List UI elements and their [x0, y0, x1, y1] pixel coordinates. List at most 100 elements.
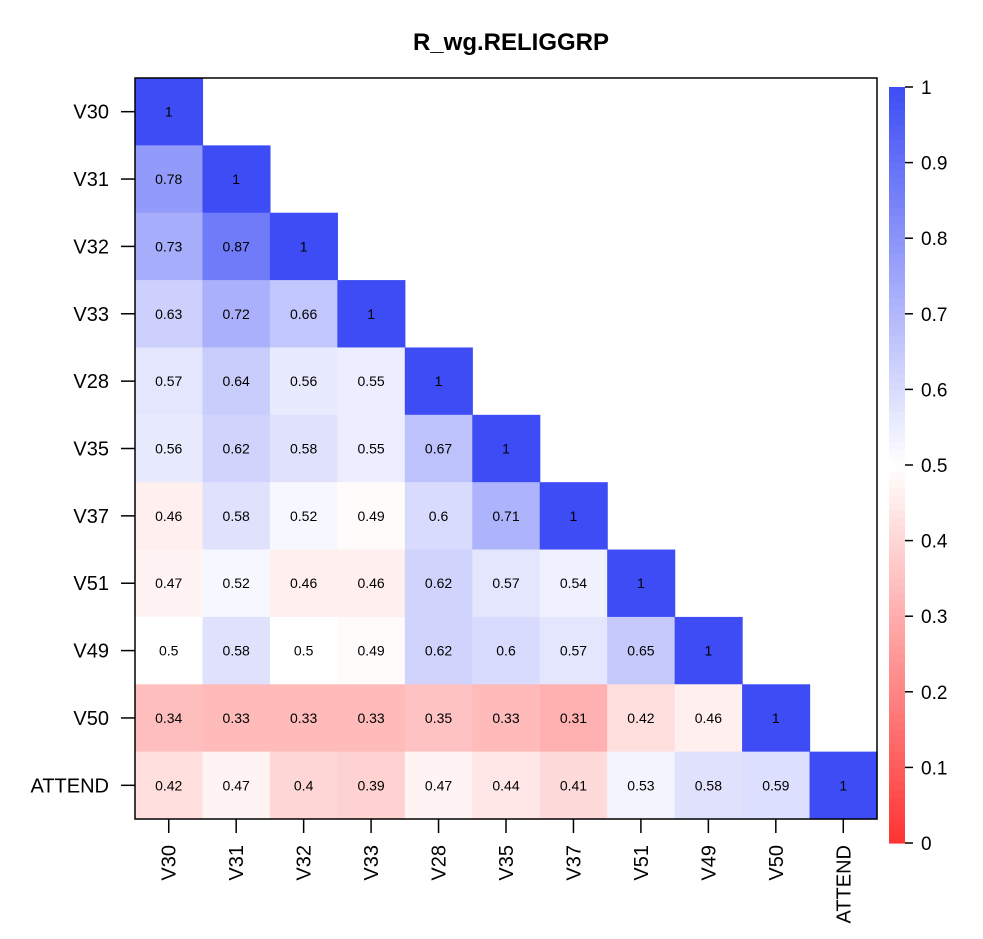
- cell-value-label: 0.73: [155, 238, 182, 254]
- colorbar-segment: [889, 465, 905, 474]
- colorbar-segment: [889, 759, 905, 768]
- colorbar-segment: [889, 782, 905, 791]
- colorbar-segment: [889, 805, 905, 814]
- cell-value-label: 0.46: [695, 710, 722, 726]
- heatmap-cell: [337, 549, 406, 618]
- cell-value-label: 0.87: [223, 238, 250, 254]
- colorbar-segment: [889, 638, 905, 648]
- colorbar-segment: [889, 155, 905, 164]
- cell-value-label: 0.55: [357, 441, 384, 457]
- heatmap-cell: [337, 280, 406, 349]
- cell-value-label: 0.5: [294, 643, 314, 659]
- cell-value-label: 0.65: [627, 643, 654, 659]
- colorbar-tick-label: 1: [921, 78, 932, 99]
- heatmap-cell: [472, 482, 541, 551]
- y-tick-label: V50: [73, 708, 109, 730]
- colorbar-segment: [889, 601, 905, 610]
- heatmap-cell: [269, 414, 338, 483]
- y-tick-label: V35: [73, 439, 109, 461]
- colorbar-segment: [889, 230, 905, 239]
- cell-value-label: 0.54: [560, 575, 587, 591]
- colorbar-segment: [889, 109, 905, 118]
- cell-value-label: 1: [502, 441, 510, 457]
- colorbar: 0 0.1 0.2 0.3 0.4 0.5 0.6 0.7 0.8 0.9 1: [889, 78, 948, 855]
- heatmap-cell: [337, 751, 406, 820]
- cell-value-label: 0.6: [429, 508, 449, 524]
- y-tick-label: V30: [73, 102, 109, 124]
- colorbar-segment: [889, 87, 905, 96]
- heatmap-cell: [135, 280, 204, 349]
- colorbar-segment: [889, 525, 905, 534]
- heatmap-cell: [202, 549, 271, 618]
- heatmap-cell: [269, 347, 338, 416]
- cell-value-label: 0.55: [357, 373, 384, 389]
- colorbar-segment: [889, 102, 905, 111]
- colorbar-segment: [889, 774, 905, 784]
- colorbar-segment: [889, 374, 905, 383]
- heatmap-cell: [269, 616, 338, 685]
- colorbar-segment: [889, 207, 905, 217]
- cell-value-label: 0.46: [357, 575, 384, 591]
- heatmap-cell: [135, 482, 204, 551]
- cell-value-label: 0.56: [290, 373, 317, 389]
- cell-value-label: 1: [165, 104, 173, 120]
- heatmap-cell: [269, 212, 338, 281]
- cell-value-label: 0.56: [155, 441, 182, 457]
- heatmap-cell: [539, 684, 608, 753]
- plot-frame: [134, 77, 878, 820]
- heatmap-cell: [404, 684, 473, 753]
- x-tick-label: V51: [631, 845, 653, 881]
- cell-value-label: 0.58: [223, 508, 250, 524]
- colorbar-segment: [889, 260, 905, 270]
- cell-value-label: 0.46: [155, 508, 182, 524]
- x-tick-label: V37: [563, 845, 585, 881]
- heatmap-cell: [404, 482, 473, 551]
- colorbar-segment: [889, 192, 905, 201]
- cell-value-label: 0.39: [357, 777, 384, 793]
- cell-value-label: 1: [570, 508, 578, 524]
- heatmap-cell: [202, 145, 271, 214]
- cell-value-label: 0.64: [223, 373, 250, 389]
- cell-value-label: 0.58: [290, 441, 317, 457]
- cell-value-label: 0.52: [290, 508, 317, 524]
- cell-value-label: 0.52: [223, 575, 250, 591]
- x-tick-label: V33: [361, 845, 383, 881]
- colorbar-segment: [889, 389, 905, 398]
- colorbar-segment: [889, 623, 905, 632]
- heatmap-cell: [539, 482, 608, 551]
- colorbar-segment: [889, 767, 905, 776]
- heatmap-cell: [674, 684, 743, 753]
- x-tick-label: V35: [496, 845, 518, 881]
- colorbar-segment: [889, 722, 905, 731]
- cell-value-label: 1: [300, 238, 308, 254]
- colorbar-segment: [889, 215, 905, 224]
- colorbar-segment: [889, 563, 905, 572]
- colorbar-segment: [889, 533, 905, 542]
- colorbar-segment: [889, 548, 905, 557]
- cell-value-label: 0.44: [492, 777, 519, 793]
- cell-value-label: 0.62: [425, 575, 452, 591]
- heatmap-cell: [269, 482, 338, 551]
- heatmap-cell: [472, 751, 541, 820]
- colorbar-segment: [889, 646, 905, 655]
- cell-value-label: 0.71: [492, 508, 519, 524]
- colorbar-segment: [889, 585, 905, 595]
- heatmap-cell: [404, 616, 473, 685]
- cell-value-label: 0.33: [223, 710, 250, 726]
- cell-value-label: 0.41: [560, 777, 587, 793]
- y-tick-label: ATTEND: [30, 775, 109, 797]
- heatmap-cell: [135, 347, 204, 416]
- colorbar-segment: [889, 744, 905, 753]
- colorbar-segment: [889, 714, 905, 723]
- colorbar-segment: [889, 283, 905, 292]
- colorbar-segment: [889, 412, 905, 421]
- colorbar-segment: [889, 344, 905, 353]
- cell-value-label: 0.33: [357, 710, 384, 726]
- colorbar-segment: [889, 381, 905, 390]
- heatmap-cell: [607, 684, 676, 753]
- cell-value-label: 0.58: [695, 777, 722, 793]
- heatmap-cell: [269, 751, 338, 820]
- heatmap-cell: [202, 482, 271, 551]
- cell-value-label: 1: [704, 643, 712, 659]
- cell-value-label: 0.62: [223, 441, 250, 457]
